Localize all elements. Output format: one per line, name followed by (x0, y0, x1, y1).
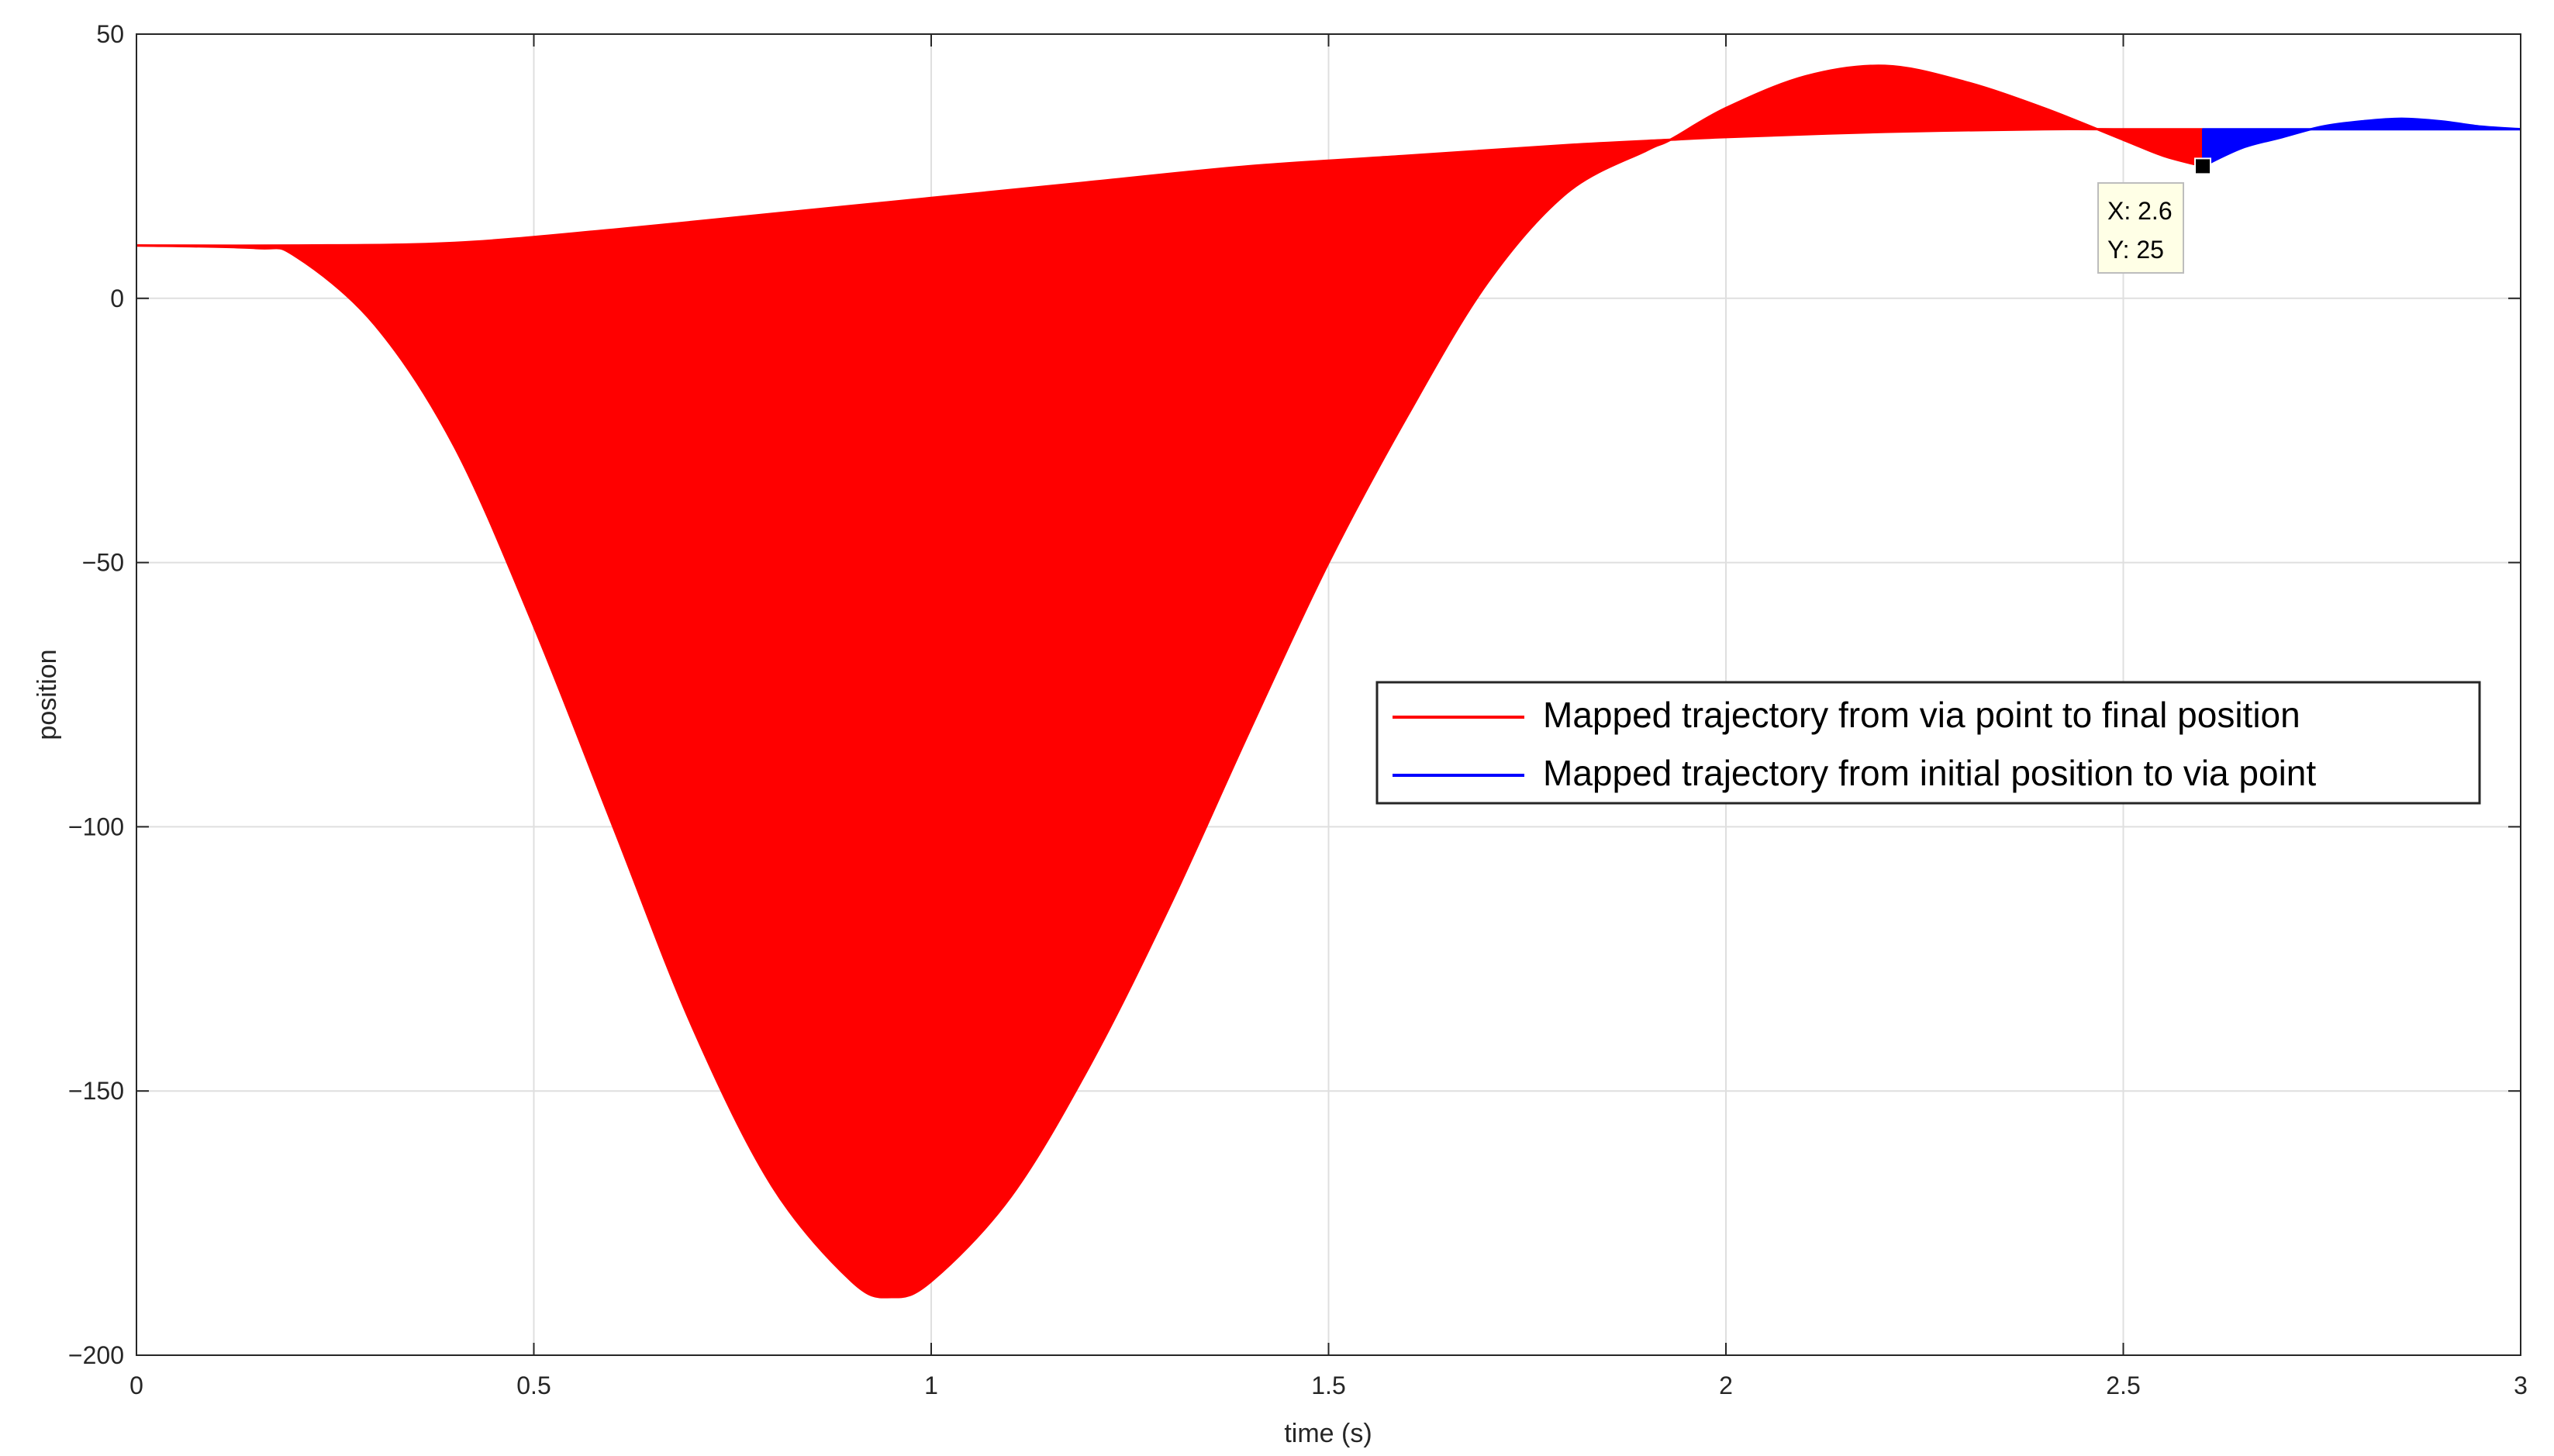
x-tick-label: 2.5 (2106, 1371, 2140, 1399)
y-tick-label: −200 (68, 1341, 124, 1369)
y-tick-label: 0 (110, 285, 124, 312)
x-tick-label: 0.5 (516, 1371, 550, 1399)
x-tick-label: 1.5 (1311, 1371, 1345, 1399)
x-tick-labels: 0 0.5 1 1.5 2 2.5 3 (129, 1371, 2528, 1399)
plot-area (136, 64, 2521, 1299)
x-tick-label: 1 (924, 1371, 938, 1399)
y-tick-labels: 50 0 −50 −100 −150 −200 (68, 20, 124, 1369)
legend-box (1375, 681, 2481, 805)
legend-label-red: Mapped trajectory from via point to fina… (1543, 695, 2300, 735)
x-axis-label: time (s) (1284, 1419, 1372, 1448)
x-tick-label: 0 (129, 1371, 143, 1399)
tick-marks (136, 33, 2521, 1356)
y-axis-label: position (33, 649, 62, 740)
series-lower-line-0 (136, 64, 2204, 1299)
datatip[interactable]: X: 2.6 Y: 25 (2097, 157, 2211, 274)
datatip-marker[interactable] (2194, 157, 2211, 175)
y-tick-label: −50 (82, 549, 124, 577)
series-lower-line-1 (2202, 117, 2521, 167)
legend-label-blue: Mapped trajectory from initial position … (1543, 753, 2316, 793)
y-tick-label: −100 (68, 813, 124, 840)
series-upper-line-0 (136, 127, 2203, 247)
legend: Mapped trajectory from via point to fina… (1375, 681, 2481, 805)
y-tick-label: −150 (68, 1077, 124, 1105)
x-tick-label: 3 (2514, 1371, 2528, 1399)
datatip-y-text: Y: 25 (2107, 236, 2164, 264)
x-tick-label: 2 (1719, 1371, 1733, 1399)
datatip-x-text: X: 2.6 (2107, 197, 2173, 225)
datatip-box (2097, 182, 2184, 274)
y-tick-label: 50 (96, 20, 124, 48)
